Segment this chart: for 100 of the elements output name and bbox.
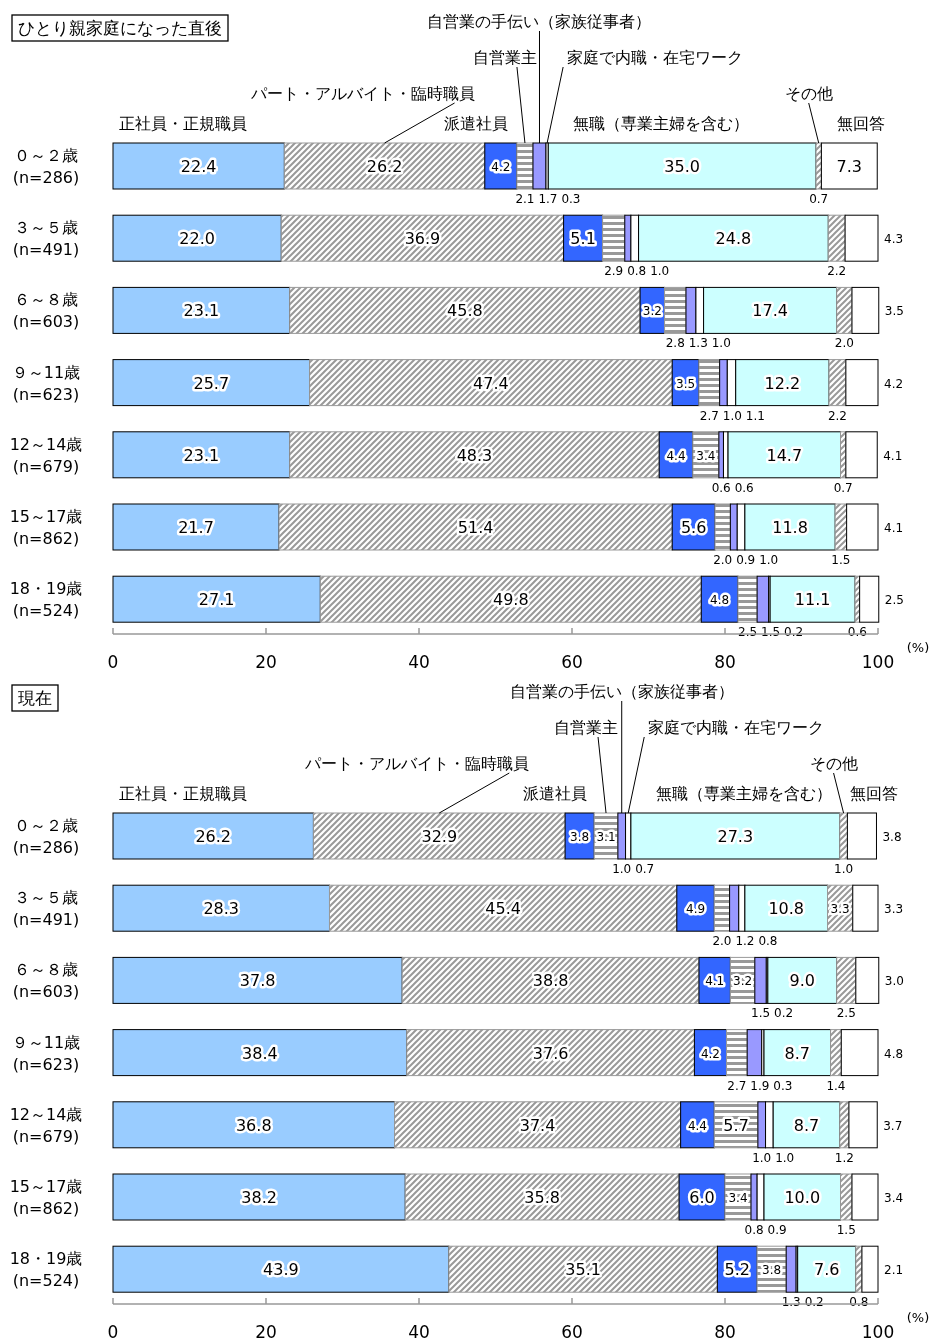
data-label: 3.2 <box>642 304 662 319</box>
data-label: 7.3 <box>836 157 863 176</box>
data-label: 1.5 <box>751 1006 771 1021</box>
data-label: 0.8 <box>758 934 778 949</box>
data-label: 9.0 <box>789 971 815 991</box>
y-tick-label: 15～17歳 (n=862) <box>9 1177 83 1218</box>
data-label: 1.4 <box>826 1078 846 1093</box>
data-label: 2.7 <box>727 1078 747 1093</box>
text: 自営業の手伝い（家族従事者） <box>427 12 652 31</box>
text: 自営業の手伝い（家族従事者） <box>509 682 734 701</box>
data-label: 2.5 <box>836 1006 856 1021</box>
data-label: 23.1 <box>183 301 220 321</box>
data-label: 4.3 <box>884 232 904 247</box>
data-label: 37.4 <box>519 1115 556 1135</box>
y-tick-label: ６～８歳 (n=603) <box>12 290 80 332</box>
data-label: 1.0 <box>650 264 670 279</box>
data-label: 0.6 <box>847 625 867 640</box>
data-label: 0.8 <box>627 264 647 279</box>
data-label: 1.0 <box>775 1150 795 1165</box>
data-label: 1.1 <box>745 408 765 423</box>
data-label: 10.8 <box>768 899 805 919</box>
data-label: 47.4 <box>473 373 509 393</box>
data-label: 1.0 <box>759 553 779 567</box>
data-label: 1.5 <box>836 1223 856 1237</box>
data-label: 1.7 <box>538 192 558 206</box>
data-label: 25.7 <box>193 373 230 393</box>
data-label: 3.2 <box>733 974 753 989</box>
x-tick-label: 40 <box>408 1322 430 1342</box>
series-label: 無職（専業主婦を含む） <box>655 784 832 803</box>
text: 自営業主 <box>472 48 537 67</box>
data-label: 3.8 <box>570 830 590 844</box>
data-label: 36.8 <box>235 1115 272 1135</box>
data-label: 1.0 <box>722 408 742 423</box>
data-label: 17.4 <box>752 301 788 321</box>
data-label: 7.6 <box>814 1260 840 1280</box>
text: 自営業主 <box>554 718 619 737</box>
data-label: 2.1 <box>515 192 535 206</box>
data-label: 4.8 <box>710 593 730 608</box>
series-label: 派遣社員 <box>522 784 587 803</box>
y-tick-label: ０～２歳 (n=286) <box>12 816 80 857</box>
x-tick-label: 0 <box>107 1322 119 1342</box>
x-tick-label: 40 <box>408 652 430 672</box>
series-label: 派遣社員 <box>443 114 508 133</box>
data-label: 2.7 <box>699 408 719 423</box>
data-label: 1.0 <box>752 1150 772 1165</box>
data-label: 2.0 <box>713 553 733 567</box>
series-label: 正社員・正規職員 <box>119 784 247 803</box>
chart-title: 現在 <box>18 688 52 708</box>
y-tick-label: 18・19歳 (n=524) <box>9 1249 83 1291</box>
data-label: 35.0 <box>664 157 700 176</box>
data-label: 2.2 <box>827 408 847 423</box>
data-label: 24.8 <box>715 229 752 249</box>
data-label: 2.9 <box>604 264 624 279</box>
data-label: 14.7 <box>766 445 803 465</box>
data-label: 0.9 <box>736 553 756 567</box>
data-label: 0.3 <box>561 192 581 206</box>
data-label: 1.2 <box>834 1150 854 1165</box>
data-label: 1.0 <box>612 862 632 876</box>
data-label: 26.2 <box>366 157 403 176</box>
data-label: 43.9 <box>263 1260 299 1280</box>
y-tick-label: 15～17歳 (n=862) <box>9 507 83 548</box>
x-tick-label: 100 <box>861 1322 895 1342</box>
text: パート・アルバイト・臨時職員 <box>304 754 530 773</box>
data-label: 2.5 <box>884 593 904 608</box>
data-label: 0.2 <box>804 1295 824 1310</box>
data-label: 1.3 <box>688 336 708 351</box>
data-label: 22.0 <box>179 229 215 249</box>
data-label: 0.7 <box>833 480 853 495</box>
data-label: 5.6 <box>680 518 707 537</box>
data-label: 1.9 <box>750 1078 770 1093</box>
data-label: 35.8 <box>524 1188 560 1207</box>
series-label: 正社員・正規職員 <box>119 114 247 133</box>
data-label: 0.2 <box>774 1006 794 1021</box>
data-label: 38.2 <box>241 1188 277 1207</box>
text: その他 <box>809 754 858 773</box>
data-label: 11.8 <box>772 518 808 537</box>
series-label: 無回答 <box>849 784 898 803</box>
data-label: 0.8 <box>744 1223 764 1237</box>
data-label: 28.3 <box>203 899 240 919</box>
text: (%) <box>906 1310 930 1325</box>
x-tick-label: 80 <box>714 1322 736 1342</box>
series-label: 無職（専業主婦を含む） <box>573 114 750 133</box>
data-label: 0.2 <box>784 625 804 640</box>
x-tick-label: 20 <box>255 1322 277 1342</box>
data-label: 27.3 <box>717 827 754 846</box>
data-label: 12.2 <box>764 373 801 393</box>
series-label: 無回答 <box>837 114 886 133</box>
data-label: 3.5 <box>884 304 904 319</box>
x-tick-label: 60 <box>561 652 583 672</box>
data-label: 2.1 <box>884 1263 904 1278</box>
data-label: 38.8 <box>532 971 569 991</box>
data-label: 4.2 <box>884 376 904 391</box>
data-label: 4.8 <box>884 1046 904 1061</box>
data-label: 1.2 <box>735 934 755 949</box>
y-tick-label: ３～５歳 (n=491) <box>12 888 80 930</box>
data-label: 1.0 <box>834 862 854 876</box>
data-label: 32.9 <box>421 827 458 846</box>
y-tick-label: ３～５歳 (n=491) <box>12 218 80 260</box>
text: その他 <box>784 84 833 103</box>
text: 家庭で内職・在宅ワーク <box>648 718 825 737</box>
